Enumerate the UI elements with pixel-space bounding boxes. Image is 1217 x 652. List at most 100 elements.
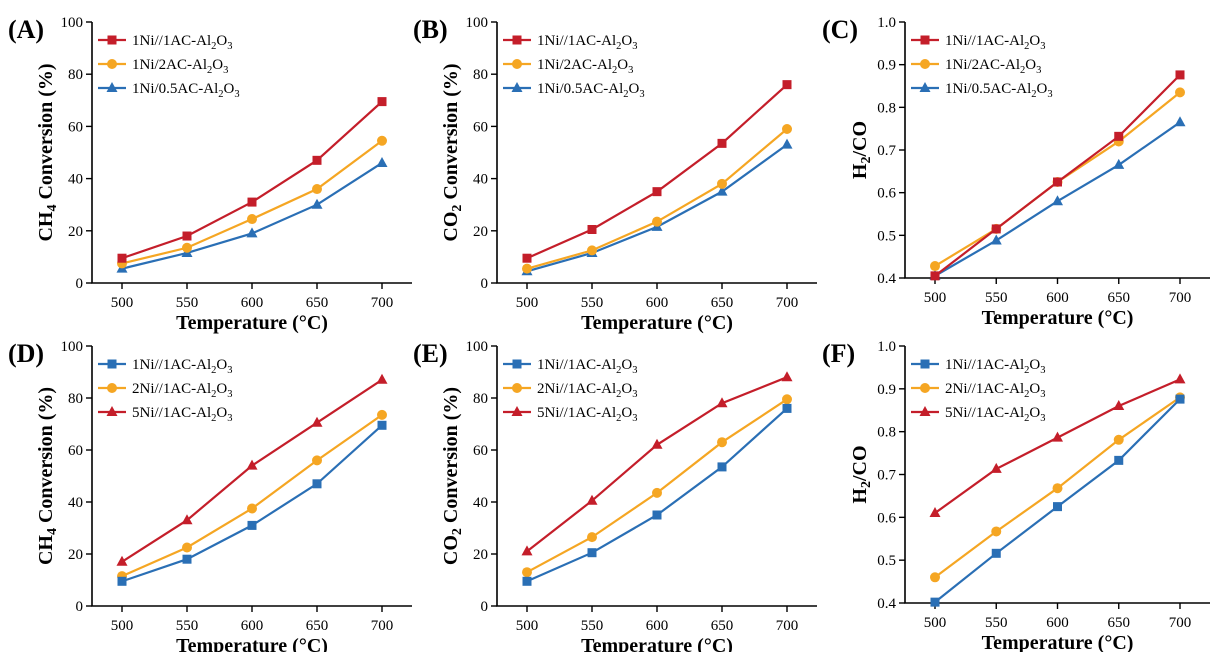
x-tick-label: 700 [776, 618, 799, 634]
y-tick-label: 20 [473, 224, 488, 240]
y-tick-label: 20 [68, 547, 83, 563]
data-point [920, 59, 930, 69]
data-point [247, 503, 257, 514]
data-point [1113, 158, 1125, 169]
data-point [587, 224, 597, 234]
y-tick-label: 0 [481, 276, 489, 292]
x-tick-label: 700 [1169, 615, 1192, 631]
data-point [1174, 373, 1186, 384]
y-tick-label: 60 [473, 119, 488, 135]
data-point [652, 510, 662, 520]
data-point [1174, 116, 1186, 127]
x-axis-title: Temperature (°C) [982, 632, 1134, 652]
data-point [782, 394, 792, 405]
chart-panel-f: (F) 500 550 600 650 700 0.4 0.5 0.6 0.7 0.8 0.9 1.0 T… [822, 339, 1210, 652]
data-point [107, 359, 117, 369]
data-point [716, 397, 728, 408]
y-tick-label: 80 [68, 391, 83, 407]
legend-label: 5Ni//1AC-Al2O3 [537, 405, 638, 424]
x-tick-label: 650 [1108, 615, 1131, 631]
x-tick-label: 550 [176, 295, 199, 311]
data-point [782, 124, 792, 135]
x-tick-label: 500 [924, 290, 947, 306]
data-point [511, 406, 523, 416]
data-point [920, 383, 930, 393]
series-line [526, 128, 788, 270]
x-axis-title: Temperature (°C) [581, 312, 733, 334]
x-tick-label: 500 [111, 618, 134, 634]
y-tick-label: 0.8 [877, 425, 896, 441]
x-tick-label: 650 [1108, 290, 1131, 306]
y-tick-label: 0.5 [877, 228, 896, 244]
x-tick-label: 650 [306, 295, 329, 311]
legend-label: 5Ni//1AC-Al2O3 [132, 405, 233, 424]
legend: 1Ni//1AC-Al2O3 2Ni//1AC-Al2O3 5Ni//1AC-Al2… [911, 357, 1046, 424]
data-point [107, 383, 117, 393]
data-point [312, 155, 322, 165]
legend-label: 1Ni//1AC-Al2O3 [945, 357, 1046, 376]
x-tick-label: 500 [516, 618, 539, 634]
data-point [1053, 177, 1062, 187]
y-tick-label: 0.9 [877, 382, 896, 398]
y-tick-label: 1.0 [877, 339, 896, 355]
series-1 [930, 394, 1185, 607]
series-3 [116, 373, 388, 566]
x-tick-label: 600 [241, 295, 264, 311]
y-tick-label: 100 [61, 339, 84, 355]
x-axis-title: Temperature (°C) [982, 307, 1134, 329]
data-point [781, 138, 793, 149]
y-tick-label: 0.9 [877, 58, 896, 74]
y-tick-label: 100 [466, 15, 489, 31]
legend-label: 5Ni//1AC-Al2O3 [945, 405, 1046, 424]
data-point [182, 242, 192, 253]
data-point [311, 198, 323, 209]
data-point [107, 59, 117, 69]
y-tick-label: 60 [473, 443, 488, 459]
data-point [1175, 394, 1185, 404]
series-3 [521, 371, 793, 556]
y-tick-label: 0.7 [877, 143, 896, 159]
data-point [1113, 399, 1125, 410]
x-tick-label: 700 [371, 295, 394, 311]
y-tick-label: 1.0 [877, 15, 896, 31]
data-point [920, 359, 930, 369]
data-point [117, 576, 127, 586]
data-point [1053, 502, 1062, 512]
y-tick-label: 0.5 [877, 553, 896, 569]
y-tick-label: 20 [68, 224, 83, 240]
series-2 [117, 409, 387, 582]
x-tick-label: 550 [581, 618, 604, 634]
legend-label: 1Ni/2AC-Al2O3 [132, 57, 228, 76]
y-tick-label: 0.6 [877, 186, 896, 202]
data-point [1113, 434, 1124, 445]
data-point [929, 507, 941, 518]
data-point [1052, 195, 1063, 206]
y-tick-label: 0.4 [877, 596, 896, 612]
y-axis-title: H2/CO [849, 445, 874, 503]
data-point [117, 253, 127, 263]
legend-label: 1Ni/0.5AC-Al2O3 [537, 81, 645, 100]
data-point [246, 227, 258, 238]
panel-label: (D) [8, 339, 44, 368]
data-point [1175, 87, 1185, 98]
x-axis-title: Temperature (°C) [176, 312, 328, 334]
y-tick-label: 20 [473, 547, 488, 563]
data-point [247, 197, 257, 207]
series-2 [117, 135, 387, 269]
x-tick-label: 500 [924, 615, 947, 631]
series-1 [522, 80, 792, 263]
data-point [312, 455, 322, 466]
data-point [717, 437, 727, 448]
data-point [717, 178, 727, 189]
legend-label: 1Ni//1AC-Al2O3 [132, 33, 233, 52]
y-tick-label: 40 [473, 495, 488, 511]
series-line [934, 398, 1181, 604]
data-point [311, 416, 323, 427]
series-1 [930, 70, 1185, 281]
legend-label: 1Ni/0.5AC-Al2O3 [945, 81, 1053, 100]
data-point [182, 542, 192, 553]
data-point [182, 554, 192, 564]
legend: 1Ni//1AC-Al2O3 1Ni/2AC-Al2O3 1Ni/0.5AC-Al2… [503, 33, 645, 100]
data-point [512, 359, 522, 369]
series-line [526, 398, 788, 574]
